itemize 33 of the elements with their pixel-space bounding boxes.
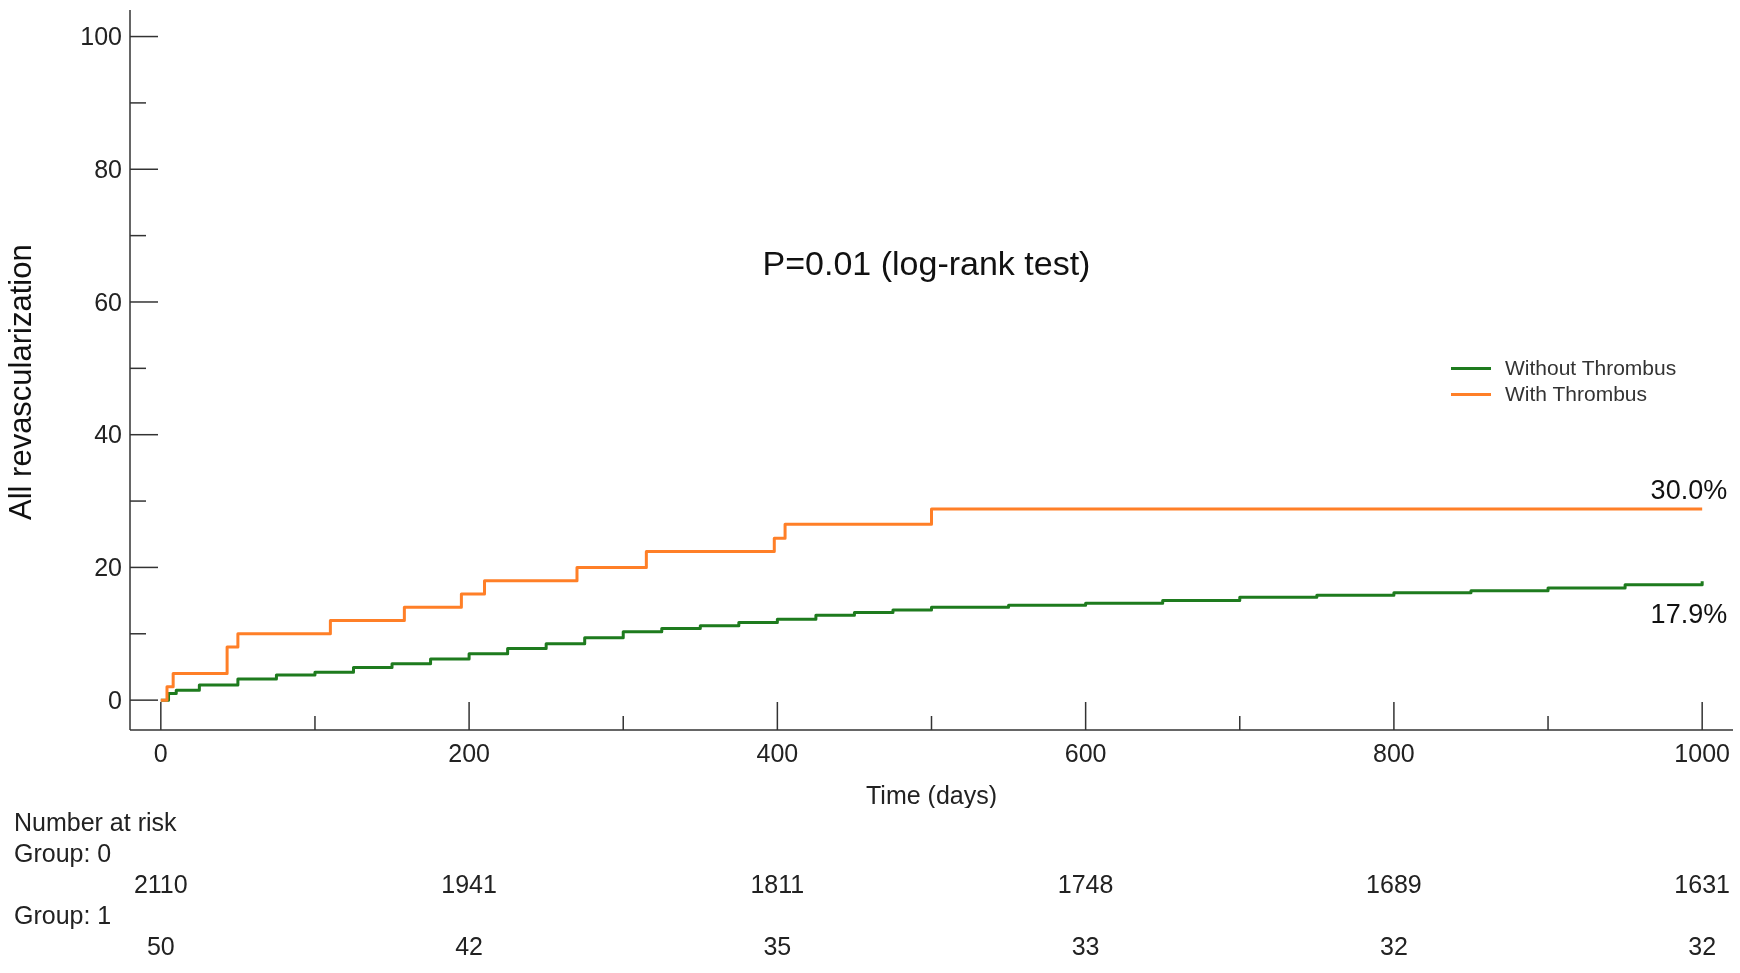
text: Group: 1 <box>14 901 112 930</box>
text: 32 <box>1687 932 1718 961</box>
text: 1748 <box>1056 870 1115 899</box>
y-tick-label: 20 <box>94 553 122 582</box>
x-tick-label: 800 <box>1373 739 1415 767</box>
x-tick-label: 600 <box>1064 739 1107 767</box>
text: Group: 0 <box>14 839 112 868</box>
y-tick-label: 80 <box>94 155 122 184</box>
text: 1631 <box>1673 870 1731 899</box>
text: 1689 <box>1365 870 1423 899</box>
x-tick-label: 0 <box>153 739 168 767</box>
text: 33 <box>1070 932 1101 961</box>
annotation: P=0.01 (log-rank test) <box>762 244 1091 283</box>
text: 2110 <box>132 870 189 899</box>
text: 50 <box>145 932 176 961</box>
text: 35 <box>762 932 793 961</box>
text: 42 <box>454 932 484 961</box>
text: 1941 <box>440 870 498 899</box>
annotation: 30.0% <box>1650 475 1728 506</box>
legend-label: With Thrombus <box>1505 381 1647 407</box>
y-axis-title: All revascularization <box>3 244 39 520</box>
text: 1811 <box>749 870 806 899</box>
text: 32 <box>1379 932 1409 961</box>
y-tick-label: 0 <box>108 685 122 714</box>
x-tick-label: 1000 <box>1674 739 1730 767</box>
text: Number at risk <box>14 808 177 837</box>
x-tick-label: 200 <box>448 739 490 767</box>
y-tick-label: 40 <box>94 420 122 449</box>
y-tick-label: 100 <box>80 22 122 51</box>
legend-label: Without Thrombus <box>1505 355 1677 381</box>
x-tick-label: 400 <box>756 739 799 767</box>
y-tick-label: 60 <box>94 287 122 316</box>
annotation: 17.9% <box>1650 599 1728 630</box>
